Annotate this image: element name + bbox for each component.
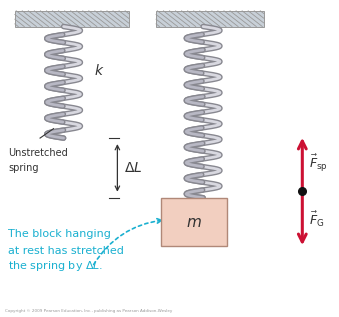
Text: $\vec{F}_{\rm sp}$: $\vec{F}_{\rm sp}$ (309, 152, 328, 174)
Text: $m$: $m$ (186, 216, 202, 230)
Text: the spring by $\Delta L$.: the spring by $\Delta L$. (8, 259, 103, 273)
Bar (15, 11, 129, 27)
Text: Copyright © 2009 Pearson Education, Inc., publishing as Pearson Addison-Wesley: Copyright © 2009 Pearson Education, Inc.… (5, 309, 172, 313)
Bar (156, 11, 264, 27)
Text: Unstretched: Unstretched (8, 148, 68, 158)
Text: at rest has stretched: at rest has stretched (8, 246, 124, 256)
Text: spring: spring (8, 163, 39, 173)
Bar (161, 198, 227, 247)
Text: The block hanging: The block hanging (8, 229, 111, 239)
Text: $\Delta L$: $\Delta L$ (124, 161, 142, 175)
Text: $k$: $k$ (94, 63, 104, 78)
Text: $\vec{F}_{\rm G}$: $\vec{F}_{\rm G}$ (309, 210, 324, 230)
